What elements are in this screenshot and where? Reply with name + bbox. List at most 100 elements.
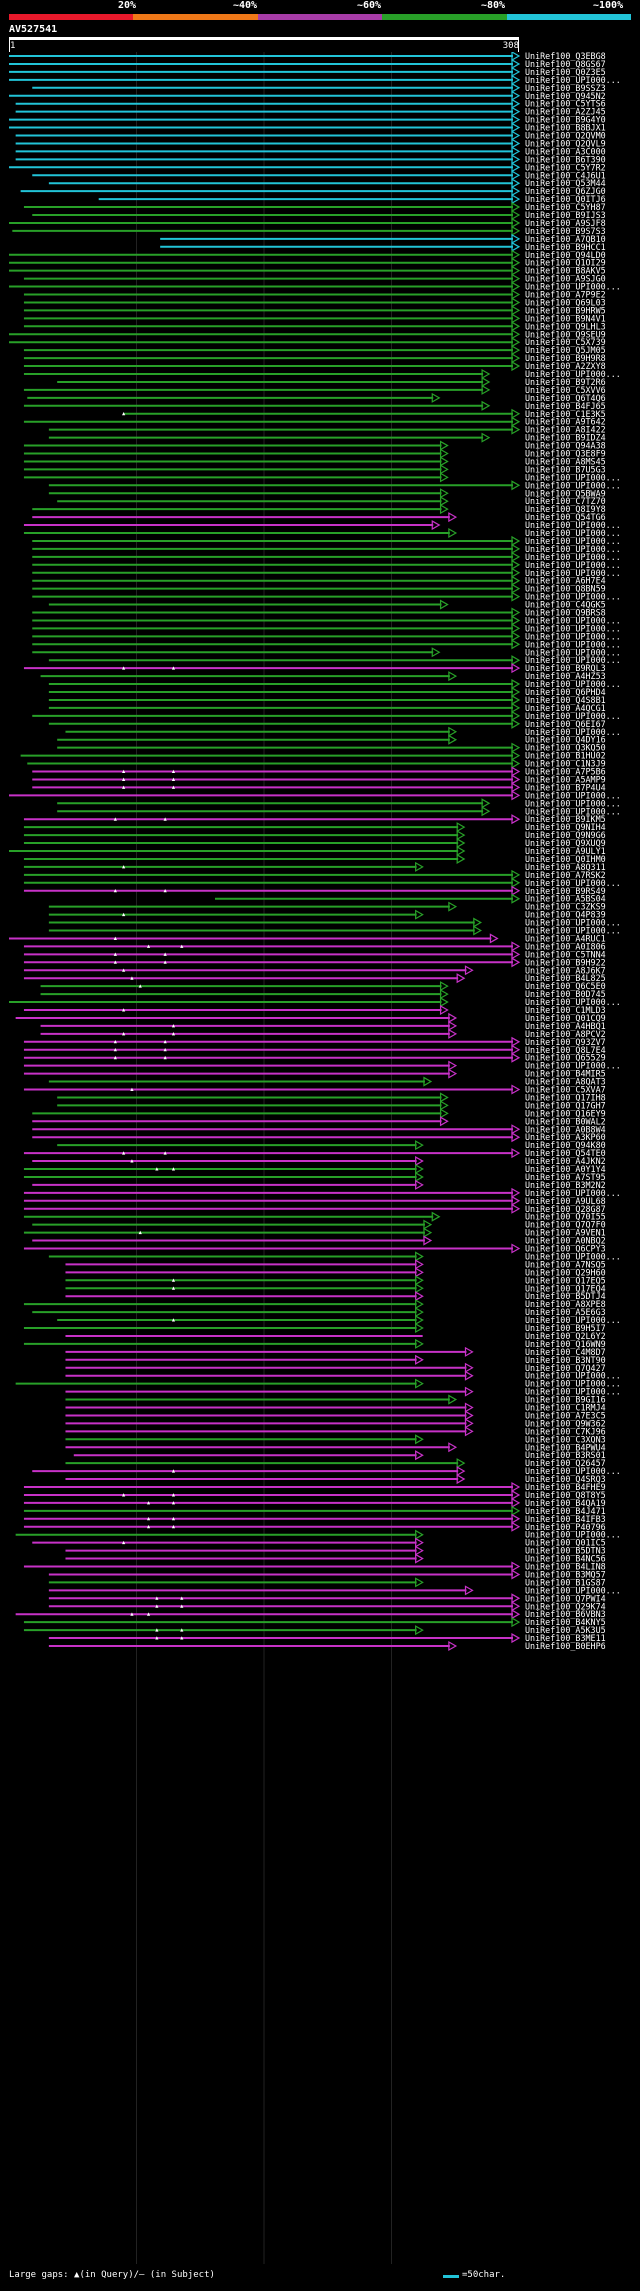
hit-row[interactable]: UniRef100_A8Q311 bbox=[23, 861, 606, 872]
hit-row[interactable]: UniRef100_Q17IH8 bbox=[57, 1092, 606, 1103]
hit-row[interactable]: UniRef100_B4J471 bbox=[23, 1505, 606, 1516]
hit-label[interactable]: UniRef100_A6H7E4 bbox=[525, 576, 606, 586]
hit-label[interactable]: UniRef100_A0I806 bbox=[525, 941, 606, 951]
hit-row[interactable]: UniRef100_B8BJX1 bbox=[9, 122, 606, 133]
hit-label[interactable]: UniRef100_C3ZKS9 bbox=[525, 902, 606, 912]
hit-label[interactable]: UniRef100_Q1OI29 bbox=[525, 258, 606, 268]
hit-row[interactable]: UniRef100_Q70I55 bbox=[23, 1211, 606, 1222]
hit-row[interactable]: UniRef100_Q93ZV7 bbox=[23, 1036, 606, 1047]
hit-row[interactable]: UniRef100_UPI000... bbox=[32, 551, 621, 562]
hit-label[interactable]: UniRef100_A9ULY1 bbox=[525, 846, 606, 856]
hit-row[interactable]: UniRef100_C5Y7R2 bbox=[9, 162, 606, 173]
hit-row[interactable]: UniRef100_B6VBN3 bbox=[15, 1609, 606, 1620]
hit-label[interactable]: UniRef100_B9H922 bbox=[525, 957, 606, 967]
hit-row[interactable]: UniRef100_B3M2N2 bbox=[32, 1179, 606, 1190]
hit-label[interactable]: UniRef100_A3C000 bbox=[525, 146, 606, 156]
hit-row[interactable]: UniRef100_Q3KQ50 bbox=[57, 742, 606, 753]
hit-row[interactable]: UniRef100_UPI000... bbox=[9, 997, 621, 1008]
hit-row[interactable]: UniRef100_Q01IC5 bbox=[32, 1537, 606, 1548]
hit-label[interactable]: UniRef100_A9UL68 bbox=[525, 1196, 606, 1206]
hit-label[interactable]: UniRef100_B4LIN8 bbox=[525, 1562, 606, 1572]
hit-label[interactable]: UniRef100_B9H9R8 bbox=[525, 353, 606, 363]
hit-label[interactable]: UniRef100_UPI000... bbox=[525, 544, 621, 554]
hit-label[interactable]: UniRef100_A4HZ53 bbox=[525, 671, 606, 681]
hit-label[interactable]: UniRef100_B3NT90 bbox=[525, 1355, 606, 1365]
hit-row[interactable]: UniRef100_A7P9E2 bbox=[23, 289, 606, 300]
hit-label[interactable]: UniRef100_B4NC56 bbox=[525, 1554, 606, 1564]
hit-label[interactable]: UniRef100_Q4SRQ3 bbox=[525, 1474, 606, 1484]
hit-label[interactable]: UniRef100_B9IDZ4 bbox=[525, 433, 606, 443]
hit-row[interactable]: UniRef100_UPI000... bbox=[32, 647, 621, 658]
hit-row[interactable]: UniRef100_Q4S8B1 bbox=[48, 694, 606, 705]
hit-label[interactable]: UniRef100_B9HCC1 bbox=[525, 242, 606, 252]
hit-row[interactable]: UniRef100_B9H5I7 bbox=[23, 1322, 606, 1334]
hit-row[interactable]: UniRef100_Q8L7E4 bbox=[23, 1044, 606, 1055]
hit-row[interactable]: UniRef100_C1MLD3 bbox=[23, 1004, 606, 1016]
hit-row[interactable]: UniRef100_C7TZ70 bbox=[57, 496, 606, 507]
hit-label[interactable]: UniRef100_A0Y1Y4 bbox=[525, 1164, 606, 1174]
hit-row[interactable]: UniRef100_B4KNY5 bbox=[23, 1617, 606, 1628]
hit-label[interactable]: UniRef100_Q01CQ9 bbox=[525, 1013, 606, 1023]
hit-row[interactable]: UniRef100_B9T2R6 bbox=[57, 376, 606, 387]
hit-label[interactable]: UniRef100_Q54TG6 bbox=[525, 512, 606, 522]
hit-label[interactable]: UniRef100_UPI000... bbox=[525, 560, 621, 570]
hit-label[interactable]: UniRef100_Q16WN9 bbox=[525, 1339, 606, 1349]
hit-row[interactable]: UniRef100_A4RUC1 bbox=[9, 933, 606, 944]
hit-label[interactable]: UniRef100_A8MS45 bbox=[525, 456, 606, 466]
hit-label[interactable]: UniRef100_UPI000... bbox=[525, 806, 621, 816]
hit-label[interactable]: UniRef100_A5BS04 bbox=[525, 894, 606, 904]
hit-label[interactable]: UniRef100_C1RMJ4 bbox=[525, 1403, 606, 1413]
hit-row[interactable]: UniRef100_Q8GS67 bbox=[9, 58, 606, 69]
hit-label[interactable]: UniRef100_A4QCG1 bbox=[525, 703, 606, 713]
hit-row[interactable]: UniRef100_B0EHP6 bbox=[48, 1640, 606, 1652]
hit-row[interactable]: UniRef100_UPI000... bbox=[15, 1529, 621, 1540]
hit-row[interactable]: UniRef100_B4PWU4 bbox=[65, 1442, 606, 1453]
hit-label[interactable]: UniRef100_Q16EY9 bbox=[525, 1108, 606, 1118]
hit-label[interactable]: UniRef100_UPI000... bbox=[525, 918, 621, 928]
hit-label[interactable]: UniRef100_Q94K80 bbox=[525, 1140, 606, 1150]
hit-label[interactable]: UniRef100_B9S7S3 bbox=[525, 226, 606, 236]
hit-label[interactable]: UniRef100_B4QA19 bbox=[525, 1498, 606, 1508]
hit-row[interactable]: UniRef100_B9RS49 bbox=[23, 885, 606, 896]
hit-label[interactable]: UniRef100_B0D745 bbox=[525, 989, 606, 999]
hit-label[interactable]: UniRef100_Q29K74 bbox=[525, 1601, 606, 1611]
hit-row[interactable]: UniRef100_UPI000... bbox=[32, 567, 621, 578]
hit-label[interactable]: UniRef100_UPI000... bbox=[525, 1466, 621, 1476]
hit-row[interactable]: UniRef100_C5XVA7 bbox=[23, 1084, 606, 1095]
hit-label[interactable]: UniRef100_Q7PWI4 bbox=[525, 1593, 606, 1603]
hit-label[interactable]: UniRef100_Q69L03 bbox=[525, 297, 606, 307]
hit-label[interactable]: UniRef100_Q01IC5 bbox=[525, 1538, 606, 1548]
hit-label[interactable]: UniRef100_Q7Q427 bbox=[525, 1363, 606, 1373]
hit-row[interactable]: UniRef100_UPI000... bbox=[48, 480, 621, 491]
hit-row[interactable]: UniRef100_A9SJG0 bbox=[23, 273, 606, 284]
hit-label[interactable]: UniRef100_Q4P839 bbox=[525, 910, 606, 920]
hit-label[interactable]: UniRef100_UPI000... bbox=[525, 655, 621, 665]
hit-row[interactable]: UniRef100_Q16EY9 bbox=[32, 1108, 606, 1119]
hit-label[interactable]: UniRef100_Q28G87 bbox=[525, 1204, 606, 1214]
hit-row[interactable]: UniRef100_UPI000... bbox=[32, 623, 621, 634]
hit-row[interactable]: UniRef100_A9UL68 bbox=[23, 1195, 606, 1206]
hit-label[interactable]: UniRef100_A8I422 bbox=[525, 425, 606, 435]
hit-row[interactable]: UniRef100_UPI000... bbox=[32, 559, 621, 570]
hit-row[interactable]: UniRef100_A2ZJ45 bbox=[15, 106, 606, 117]
hit-label[interactable]: UniRef100_UPI000... bbox=[525, 472, 621, 482]
hit-label[interactable]: UniRef100_A2ZJ45 bbox=[525, 107, 606, 117]
hit-row[interactable]: UniRef100_C4QGK5 bbox=[48, 599, 606, 610]
hit-row[interactable]: UniRef100_B3NT90 bbox=[65, 1354, 606, 1365]
hit-label[interactable]: UniRef100_Q0IHM0 bbox=[525, 854, 606, 864]
hit-row[interactable]: UniRef100_C4J6U1 bbox=[32, 170, 606, 181]
hit-row[interactable]: UniRef100_B9SSZ3 bbox=[32, 82, 606, 93]
hit-label[interactable]: UniRef100_C1N3J9 bbox=[525, 759, 606, 769]
hit-label[interactable]: UniRef100_Q65529 bbox=[525, 1053, 606, 1063]
hit-label[interactable]: UniRef100_Q9N9G6 bbox=[525, 830, 606, 840]
hit-label[interactable]: UniRef100_B9T2R6 bbox=[525, 377, 606, 387]
hit-label[interactable]: UniRef100_B4KNY5 bbox=[525, 1617, 606, 1627]
hit-row[interactable]: UniRef100_A7RSK2 bbox=[23, 869, 606, 880]
hit-label[interactable]: UniRef100_A3KP60 bbox=[525, 1132, 606, 1142]
hit-row[interactable]: UniRef100_UPI000... bbox=[48, 917, 621, 928]
hit-label[interactable]: UniRef100_C7TZ70 bbox=[525, 496, 606, 506]
hit-label[interactable]: UniRef100_B8BJX1 bbox=[525, 123, 606, 133]
hit-row[interactable]: UniRef100_UPI000... bbox=[65, 726, 621, 737]
hit-label[interactable]: UniRef100_Q6C5E0 bbox=[525, 981, 606, 991]
hit-row[interactable]: UniRef100_A8XPE8 bbox=[23, 1299, 606, 1310]
